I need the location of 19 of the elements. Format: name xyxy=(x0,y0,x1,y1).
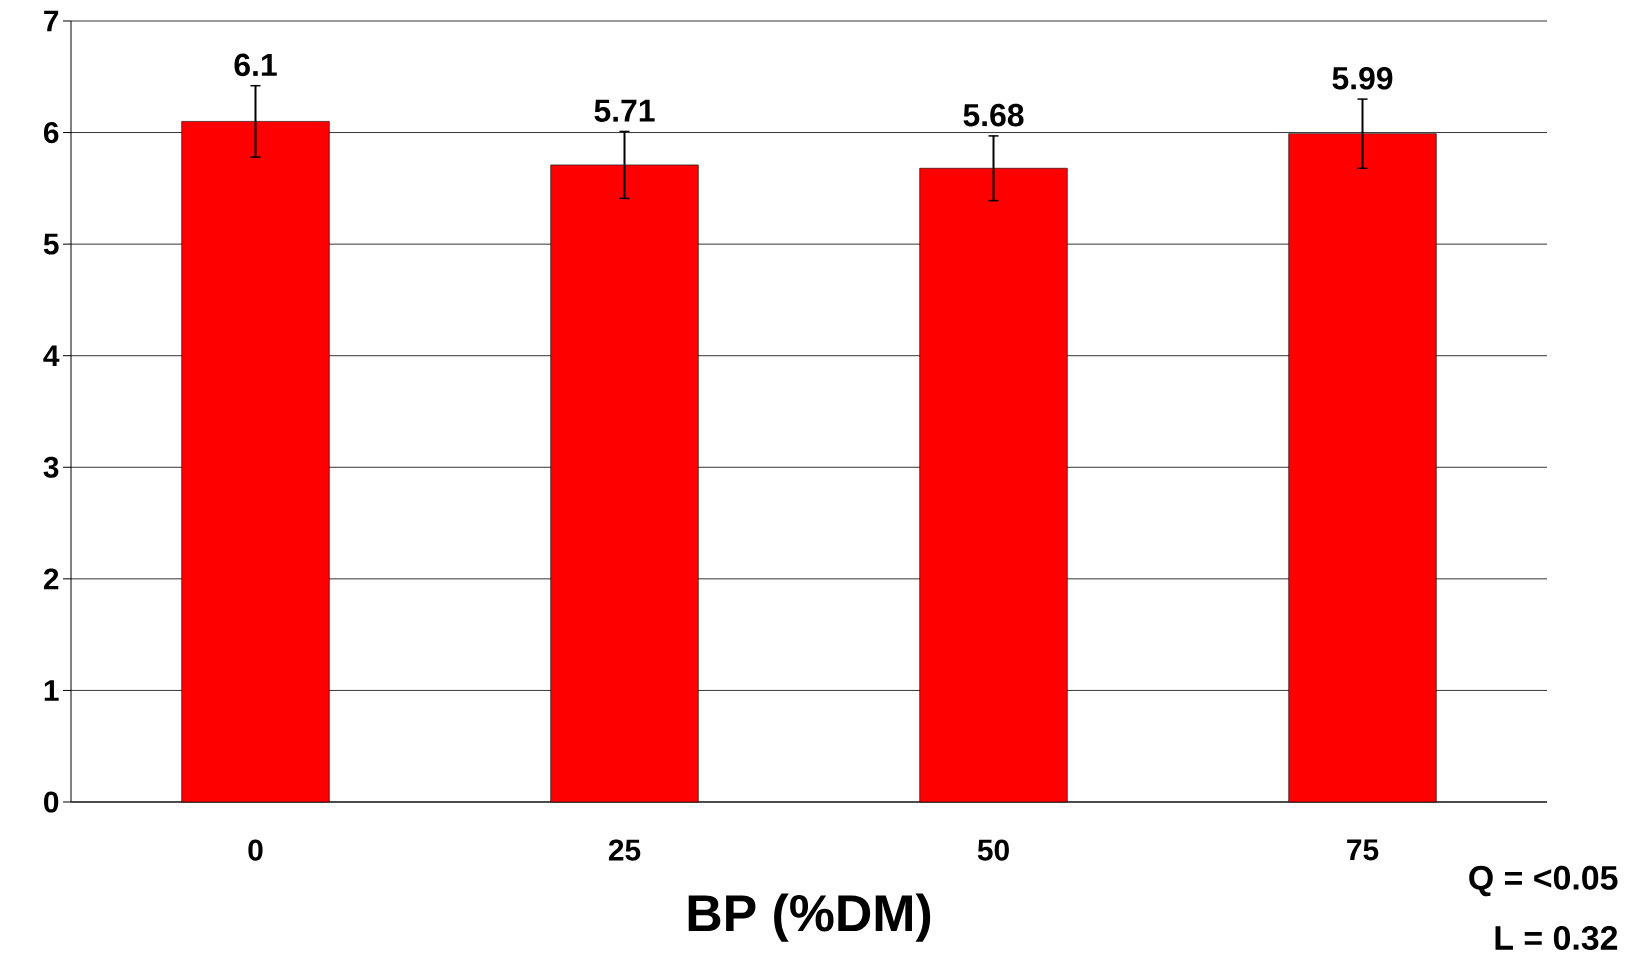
y-tick-label: 5 xyxy=(43,233,59,255)
x-tick-label: 50 xyxy=(977,839,1009,861)
y-tick-label: 0 xyxy=(44,791,59,813)
data-label: 6.1 xyxy=(234,53,277,77)
data-label: 5.68 xyxy=(963,103,1024,127)
x-tick-label: 25 xyxy=(608,839,641,861)
x-tick-label: 0 xyxy=(248,839,263,861)
text: L = 0.32 xyxy=(1495,925,1618,951)
y-tick-label: 4 xyxy=(43,345,60,366)
data-label: 5.99 xyxy=(1332,67,1393,90)
x-tick-label: 75 xyxy=(1347,839,1379,861)
y-tick-label: 7 xyxy=(44,10,59,32)
y-tick-label: 1 xyxy=(44,680,59,701)
data-label: 5.71 xyxy=(594,99,655,122)
y-tick-label: 6 xyxy=(43,121,59,144)
y-tick-label: 3 xyxy=(43,456,59,478)
y-tick-label: 2 xyxy=(43,568,59,590)
x-axis-title: BP (%DM) xyxy=(688,893,931,942)
text: Q = <0.05 xyxy=(1469,865,1618,897)
